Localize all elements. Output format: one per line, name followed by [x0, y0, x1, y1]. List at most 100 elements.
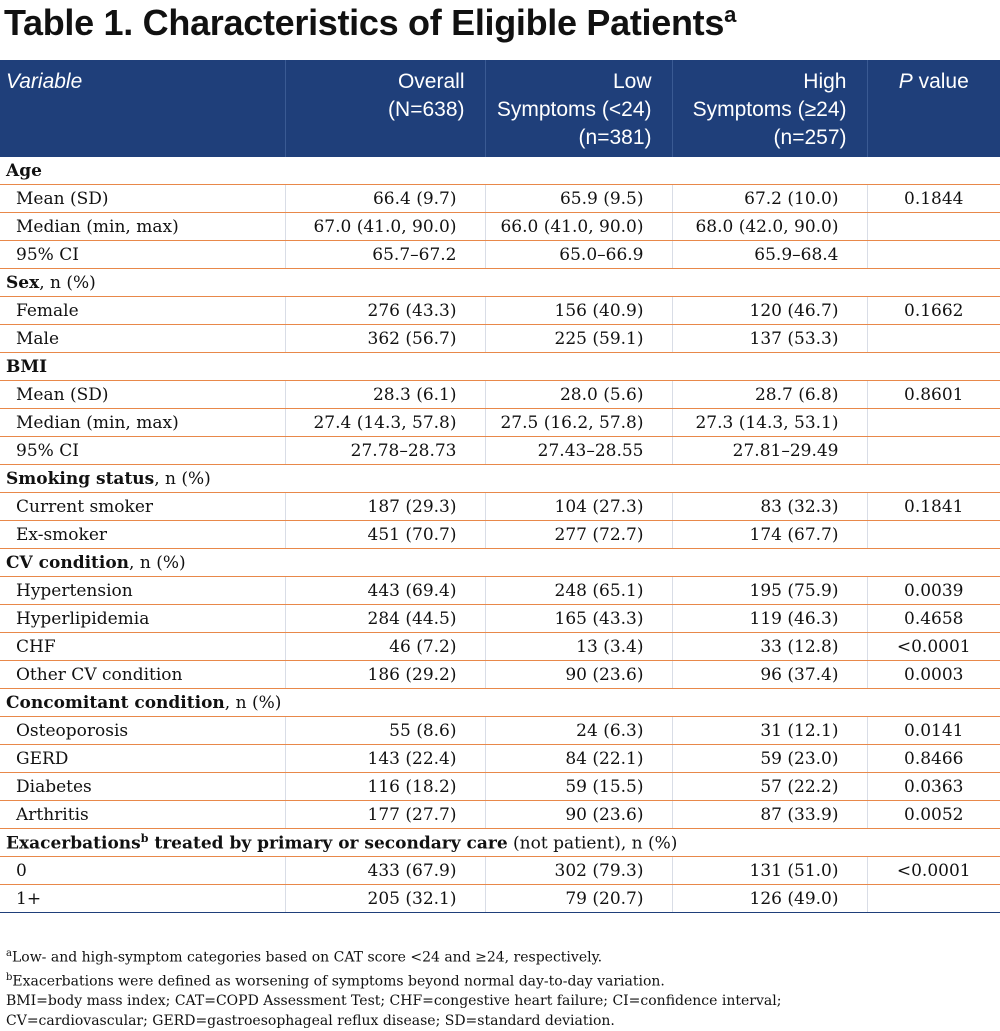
section-title: CV condition, n (%)	[0, 548, 1000, 577]
header-low-symptoms: Low Symptoms (<24) (n=381)	[484, 60, 672, 157]
row-label: Diabetes	[0, 772, 285, 801]
table-row: 95% CI 27.78–28.73 27.43–28.55 27.81–29.49	[0, 436, 1000, 465]
table-row: Other CV condition 186 (29.2) 90 (23.6) 96 …	[0, 660, 1000, 689]
cell-overall: 143 (22.4)	[284, 744, 485, 773]
table-row: Female 276 (43.3) 156 (40.9) 120 (46.7) 0.16…	[0, 296, 1000, 325]
cell-high-symptoms: 27.81–29.49	[671, 436, 867, 465]
cell-low-symptoms: 277 (72.7)	[484, 520, 672, 549]
row-label: GERD	[0, 744, 285, 773]
cell-low-symptoms: 225 (59.1)	[484, 324, 672, 353]
cell-high-symptoms: 126 (49.0)	[671, 884, 867, 913]
table-row: 95% CI 65.7–67.2 65.0–66.9 65.9–68.4	[0, 240, 1000, 269]
row-label: Female	[0, 296, 285, 325]
cell-low-symptoms: 90 (23.6)	[484, 660, 672, 689]
table-header-row: Variable Overall (N=638) Low Symptoms (<24…	[0, 60, 1000, 157]
section-title: Concomitant condition, n (%)	[0, 688, 1000, 717]
abbreviations-line-2: CV=cardiovascular; GERD=gastroesophageal…	[6, 1013, 615, 1030]
header-variable: Variable	[0, 60, 285, 157]
cell-overall: 28.3 (6.1)	[284, 380, 485, 409]
cell-low-symptoms: 27.43–28.55	[484, 436, 672, 465]
cell-p-value	[866, 436, 1000, 465]
cell-high-symptoms: 28.7 (6.8)	[671, 380, 867, 409]
cell-high-symptoms: 33 (12.8)	[671, 632, 867, 661]
section-header-row: BMI	[0, 352, 1000, 381]
row-label: Mean (SD)	[0, 184, 285, 213]
cell-p-value: 0.0039	[866, 576, 1000, 605]
cell-p-value: 0.0141	[866, 716, 1000, 745]
cell-high-symptoms: 137 (53.3)	[671, 324, 867, 353]
cell-high-symptoms: 131 (51.0)	[671, 856, 867, 885]
table-title: Table 1. Characteristics of Eligible Pat…	[4, 2, 737, 43]
section-header-row: Smoking status, n (%)	[0, 464, 1000, 493]
cell-overall: 27.4 (14.3, 57.8)	[284, 408, 485, 437]
cell-high-symptoms: 57 (22.2)	[671, 772, 867, 801]
cell-overall: 46 (7.2)	[284, 632, 485, 661]
cell-p-value: <0.0001	[866, 632, 1000, 661]
cell-low-symptoms: 28.0 (5.6)	[484, 380, 672, 409]
cell-p-value	[866, 212, 1000, 241]
cell-p-value: <0.0001	[866, 856, 1000, 885]
abbreviations-line-1: BMI=body mass index; CAT=COPD Assessment…	[6, 993, 782, 1010]
cell-overall: 66.4 (9.7)	[284, 184, 485, 213]
section-header-row: Exacerbationsb treated by primary or sec…	[0, 828, 1000, 857]
cell-p-value: 0.1662	[866, 296, 1000, 325]
table-row: 0 433 (67.9) 302 (79.3) 131 (51.0) <0.0001	[0, 856, 1000, 885]
cell-overall: 55 (8.6)	[284, 716, 485, 745]
section-title: Sex, n (%)	[0, 268, 1000, 297]
cell-overall: 27.78–28.73	[284, 436, 485, 465]
cell-p-value: 0.8466	[866, 744, 1000, 773]
table-body: Age Mean (SD) 66.4 (9.7) 65.9 (9.5) 67.2 (10…	[0, 157, 1000, 913]
row-label: Median (min, max)	[0, 408, 285, 437]
table-row: Median (min, max) 67.0 (41.0, 90.0) 66.0 (…	[0, 212, 1000, 241]
section-header-row: Age	[0, 157, 1000, 185]
header-high-symptoms: High Symptoms (≥24) (n=257)	[671, 60, 867, 157]
row-label: 95% CI	[0, 240, 285, 269]
cell-low-symptoms: 79 (20.7)	[484, 884, 672, 913]
cell-low-symptoms: 302 (79.3)	[484, 856, 672, 885]
cell-high-symptoms: 31 (12.1)	[671, 716, 867, 745]
footnote-a: aLow- and high-symptom categories based …	[6, 948, 603, 966]
section-header-row: Sex, n (%)	[0, 268, 1000, 297]
table-row: Mean (SD) 66.4 (9.7) 65.9 (9.5) 67.2 (10.0)…	[0, 184, 1000, 213]
cell-low-symptoms: 156 (40.9)	[484, 296, 672, 325]
cell-overall: 443 (69.4)	[284, 576, 485, 605]
cell-low-symptoms: 248 (65.1)	[484, 576, 672, 605]
cell-overall: 65.7–67.2	[284, 240, 485, 269]
cell-p-value	[866, 324, 1000, 353]
row-label: 0	[0, 856, 285, 885]
cell-low-symptoms: 65.0–66.9	[484, 240, 672, 269]
cell-high-symptoms: 83 (32.3)	[671, 492, 867, 521]
row-label: Male	[0, 324, 285, 353]
section-title: Smoking status, n (%)	[0, 464, 1000, 493]
section-header-row: Concomitant condition, n (%)	[0, 688, 1000, 717]
cell-high-symptoms: 65.9–68.4	[671, 240, 867, 269]
cell-high-symptoms: 174 (67.7)	[671, 520, 867, 549]
cell-p-value	[866, 408, 1000, 437]
cell-p-value	[866, 520, 1000, 549]
table-row: Hyperlipidemia 284 (44.5) 165 (43.3) 119 (4…	[0, 604, 1000, 633]
characteristics-table: Variable Overall (N=638) Low Symptoms (<24…	[0, 60, 1000, 913]
cell-high-symptoms: 195 (75.9)	[671, 576, 867, 605]
cell-low-symptoms: 104 (27.3)	[484, 492, 672, 521]
cell-low-symptoms: 165 (43.3)	[484, 604, 672, 633]
table-row: Osteoporosis 55 (8.6) 24 (6.3) 31 (12.1) 0.0…	[0, 716, 1000, 745]
cell-low-symptoms: 13 (3.4)	[484, 632, 672, 661]
section-title: Age	[0, 157, 1000, 185]
row-label: Ex-smoker	[0, 520, 285, 549]
table-row: Ex-smoker 451 (70.7) 277 (72.7) 174 (67.7)	[0, 520, 1000, 549]
row-label: 1+	[0, 884, 285, 913]
table-row: Arthritis 177 (27.7) 90 (23.6) 87 (33.9) 0.0…	[0, 800, 1000, 829]
cell-overall: 116 (18.2)	[284, 772, 485, 801]
header-p-value: P value	[866, 60, 1000, 157]
cell-low-symptoms: 90 (23.6)	[484, 800, 672, 829]
cell-p-value: 0.1841	[866, 492, 1000, 521]
cell-high-symptoms: 120 (46.7)	[671, 296, 867, 325]
table-row: 1+ 205 (32.1) 79 (20.7) 126 (49.0)	[0, 884, 1000, 913]
cell-low-symptoms: 84 (22.1)	[484, 744, 672, 773]
section-title: BMI	[0, 352, 1000, 381]
cell-p-value	[866, 884, 1000, 913]
row-label: Osteoporosis	[0, 716, 285, 745]
section-title: Exacerbationsb treated by primary or sec…	[0, 828, 1000, 857]
cell-high-symptoms: 68.0 (42.0, 90.0)	[671, 212, 867, 241]
cell-high-symptoms: 67.2 (10.0)	[671, 184, 867, 213]
